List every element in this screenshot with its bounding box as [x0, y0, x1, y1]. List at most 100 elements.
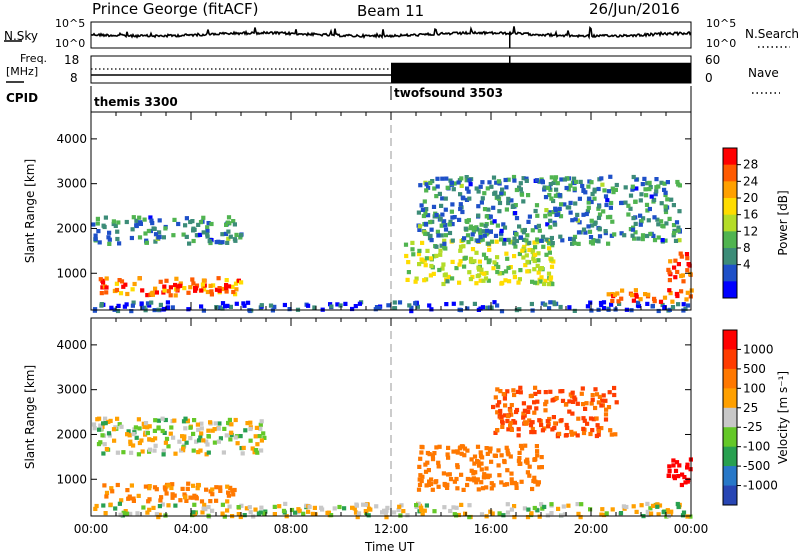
- velocity-cell: [429, 477, 434, 482]
- velocity-cell: [353, 510, 359, 515]
- power-cell: [282, 302, 287, 308]
- velocity-cell: [104, 490, 110, 495]
- power-cell: [539, 238, 544, 243]
- power-cell: [525, 233, 530, 238]
- velocity-cell: [526, 409, 531, 414]
- power-cell: [571, 237, 576, 242]
- power-cell: [410, 247, 415, 252]
- velocity-cell: [523, 459, 529, 464]
- power-cell: [537, 179, 542, 184]
- velocity-cell: [216, 426, 221, 431]
- velocity-cell: [571, 399, 576, 404]
- velocity-cell: [111, 427, 117, 432]
- power-cell: [485, 305, 490, 310]
- power-cell: [232, 237, 237, 242]
- power-cell: [652, 215, 657, 220]
- power-cell: [565, 205, 570, 210]
- power-cell: [162, 284, 167, 289]
- velocity-cell: [675, 501, 680, 507]
- velocity-cell: [306, 509, 311, 514]
- velocity-cell: [476, 459, 481, 464]
- velocity-cell: [493, 453, 498, 458]
- power-cell: [508, 240, 513, 245]
- power-cell: [641, 216, 646, 221]
- power-cell: [492, 260, 497, 265]
- velocity-cell: [479, 467, 484, 472]
- velocity-cells: [91, 385, 693, 520]
- velocity-cell: [501, 513, 506, 518]
- power-cell: [438, 216, 443, 222]
- velocity-cell: [143, 421, 149, 426]
- power-cell: [182, 286, 187, 291]
- power-cell: [652, 197, 657, 202]
- power-cell: [636, 300, 641, 305]
- velocity-cell: [593, 387, 598, 392]
- power-cell: [422, 258, 427, 263]
- power-cell: [481, 229, 486, 234]
- velocity-cell: [448, 477, 454, 482]
- velocity-cell: [147, 507, 152, 512]
- x-tick-label: 00:00: [74, 522, 109, 536]
- power-cell: [589, 180, 594, 185]
- velocity-cell: [161, 452, 166, 457]
- power-cell: [639, 219, 644, 224]
- power-colorbar-segment: [723, 164, 737, 182]
- power-cell: [671, 233, 676, 238]
- velocity-cell: [405, 513, 410, 518]
- power-cell: [226, 236, 231, 241]
- power-cell: [470, 247, 476, 252]
- velocity-cell: [535, 453, 540, 458]
- velocity-cell: [496, 463, 501, 468]
- power-cell: [494, 239, 499, 244]
- velocity-cell: [154, 512, 159, 517]
- power-cell: [548, 300, 553, 305]
- velocity-cell: [459, 502, 464, 507]
- power-cell: [100, 285, 105, 290]
- power-cell: [481, 252, 487, 257]
- velocity-cell: [669, 509, 674, 514]
- velocity-cell: [384, 515, 389, 520]
- velocity-cell: [521, 401, 526, 406]
- velocity-cell: [564, 422, 569, 428]
- power-cell: [429, 307, 434, 312]
- power-cell: [236, 278, 241, 283]
- power-cell: [446, 274, 451, 279]
- velocity-cell: [229, 430, 234, 435]
- power-cell: [466, 240, 471, 245]
- velocity-colorbar-segment: [723, 466, 737, 487]
- power-cell: [581, 188, 586, 193]
- power-cell: [652, 296, 657, 301]
- velocity-cell: [455, 450, 460, 455]
- velocity-cell: [248, 426, 253, 432]
- power-ytick-label: 4000: [56, 132, 87, 146]
- power-cell: [149, 218, 154, 223]
- power-cell: [596, 239, 601, 244]
- power-cell: [137, 235, 143, 240]
- velocity-cell: [537, 465, 542, 470]
- velocity-cell: [554, 395, 559, 401]
- power-cell: [417, 248, 422, 253]
- velocity-cell: [525, 515, 531, 520]
- power-cell: [610, 219, 615, 224]
- power-cell: [102, 224, 107, 230]
- power-cell: [486, 241, 491, 246]
- power-cell: [457, 262, 462, 267]
- velocity-cell: [126, 429, 131, 434]
- power-cell: [597, 204, 602, 209]
- velocity-cell: [537, 514, 542, 519]
- velocity-cell: [183, 416, 188, 421]
- velocity-cell: [505, 389, 510, 394]
- power-cell: [205, 225, 210, 230]
- velocity-cell: [181, 419, 187, 424]
- velocity-cell: [392, 510, 397, 515]
- power-cell: [487, 180, 492, 185]
- velocity-cell: [451, 505, 456, 510]
- power-cell: [521, 199, 526, 204]
- power-cell: [104, 290, 109, 295]
- velocity-cell: [491, 483, 496, 488]
- velocity-cell: [424, 483, 429, 488]
- power-cell: [522, 227, 527, 233]
- power-cell: [499, 231, 504, 236]
- power-cell: [623, 185, 628, 190]
- power-cell: [489, 239, 495, 244]
